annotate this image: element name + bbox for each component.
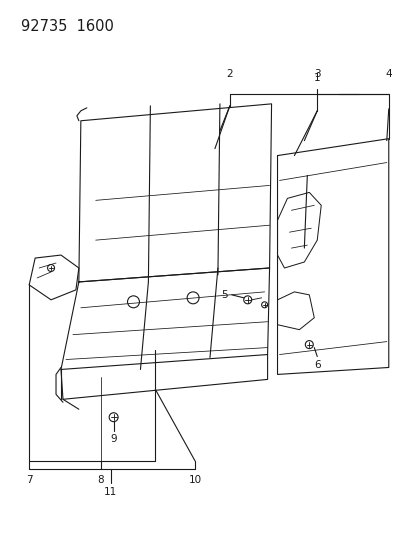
- Text: 5: 5: [221, 290, 227, 300]
- Text: 4: 4: [385, 69, 391, 79]
- Text: 6: 6: [313, 360, 320, 369]
- Text: 1: 1: [313, 73, 320, 83]
- Text: 10: 10: [188, 475, 201, 485]
- Text: 2: 2: [226, 69, 233, 79]
- Text: 9: 9: [110, 434, 116, 444]
- Text: 7: 7: [26, 475, 33, 485]
- Text: 3: 3: [313, 69, 320, 79]
- Text: 11: 11: [104, 487, 117, 497]
- Text: 92735  1600: 92735 1600: [21, 19, 114, 34]
- Text: 8: 8: [97, 475, 104, 485]
